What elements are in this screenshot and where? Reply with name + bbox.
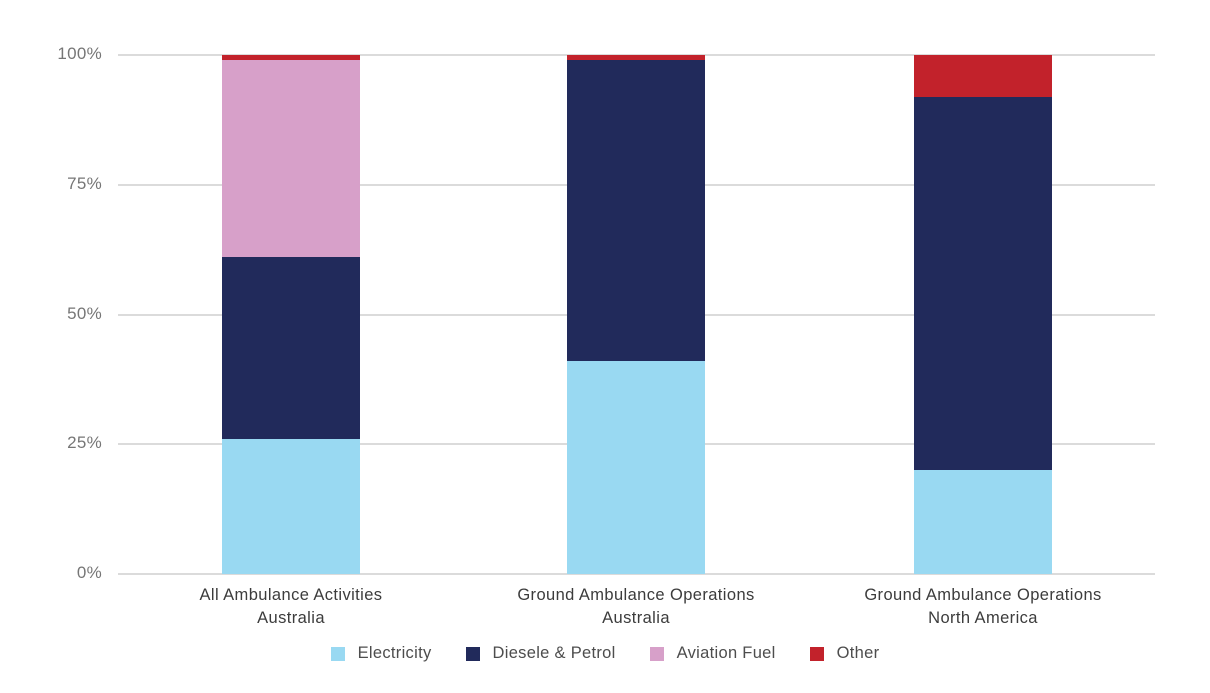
bar-2 (567, 55, 705, 574)
gridline-100 (118, 54, 1155, 56)
legend: Electricity Diesele & Petrol Aviation Fuel… (0, 644, 1210, 663)
legend-swatch-icon (330, 646, 345, 661)
bar-segment (222, 257, 360, 440)
legend-item: Other (809, 644, 880, 663)
y-tick-label: 50% (67, 303, 102, 323)
bar-segment (222, 55, 360, 61)
plot-area (118, 54, 1155, 575)
category-label: Ground Ambulance Operations Australia (517, 586, 755, 627)
y-tick-label: 100% (57, 44, 102, 63)
legend-swatch-icon (465, 646, 480, 661)
y-tick-label: 75% (67, 173, 102, 193)
bar-segment (567, 60, 705, 362)
bar-segment (914, 470, 1052, 574)
legend-label: Aviation Fuel (676, 644, 776, 662)
legend-swatch-icon (649, 646, 664, 661)
bar-1 (222, 55, 360, 574)
bar-segment (222, 439, 360, 574)
legend-item: Diesele & Petrol (465, 644, 616, 663)
bar-segment (914, 55, 1052, 97)
bar-segment (222, 60, 360, 258)
legend-label: Other (836, 644, 880, 662)
bar-segment (914, 96, 1052, 471)
legend-item: Aviation Fuel (649, 644, 776, 663)
bar-3 (914, 55, 1052, 574)
legend-item: Electricity (330, 644, 432, 663)
bar-segment (567, 361, 705, 574)
bar-segment (567, 55, 705, 61)
y-tick-label: 0% (76, 563, 102, 582)
y-tick-label: 25% (67, 433, 102, 453)
legend-swatch-icon (809, 646, 824, 661)
legend-label: Diesele & Petrol (492, 644, 616, 662)
legend-label: Electricity (357, 644, 432, 662)
category-label: All Ambulance Activities Australia (199, 586, 383, 627)
gridline-0 (118, 573, 1155, 575)
category-label: Ground Ambulance Operations North America (864, 586, 1102, 627)
